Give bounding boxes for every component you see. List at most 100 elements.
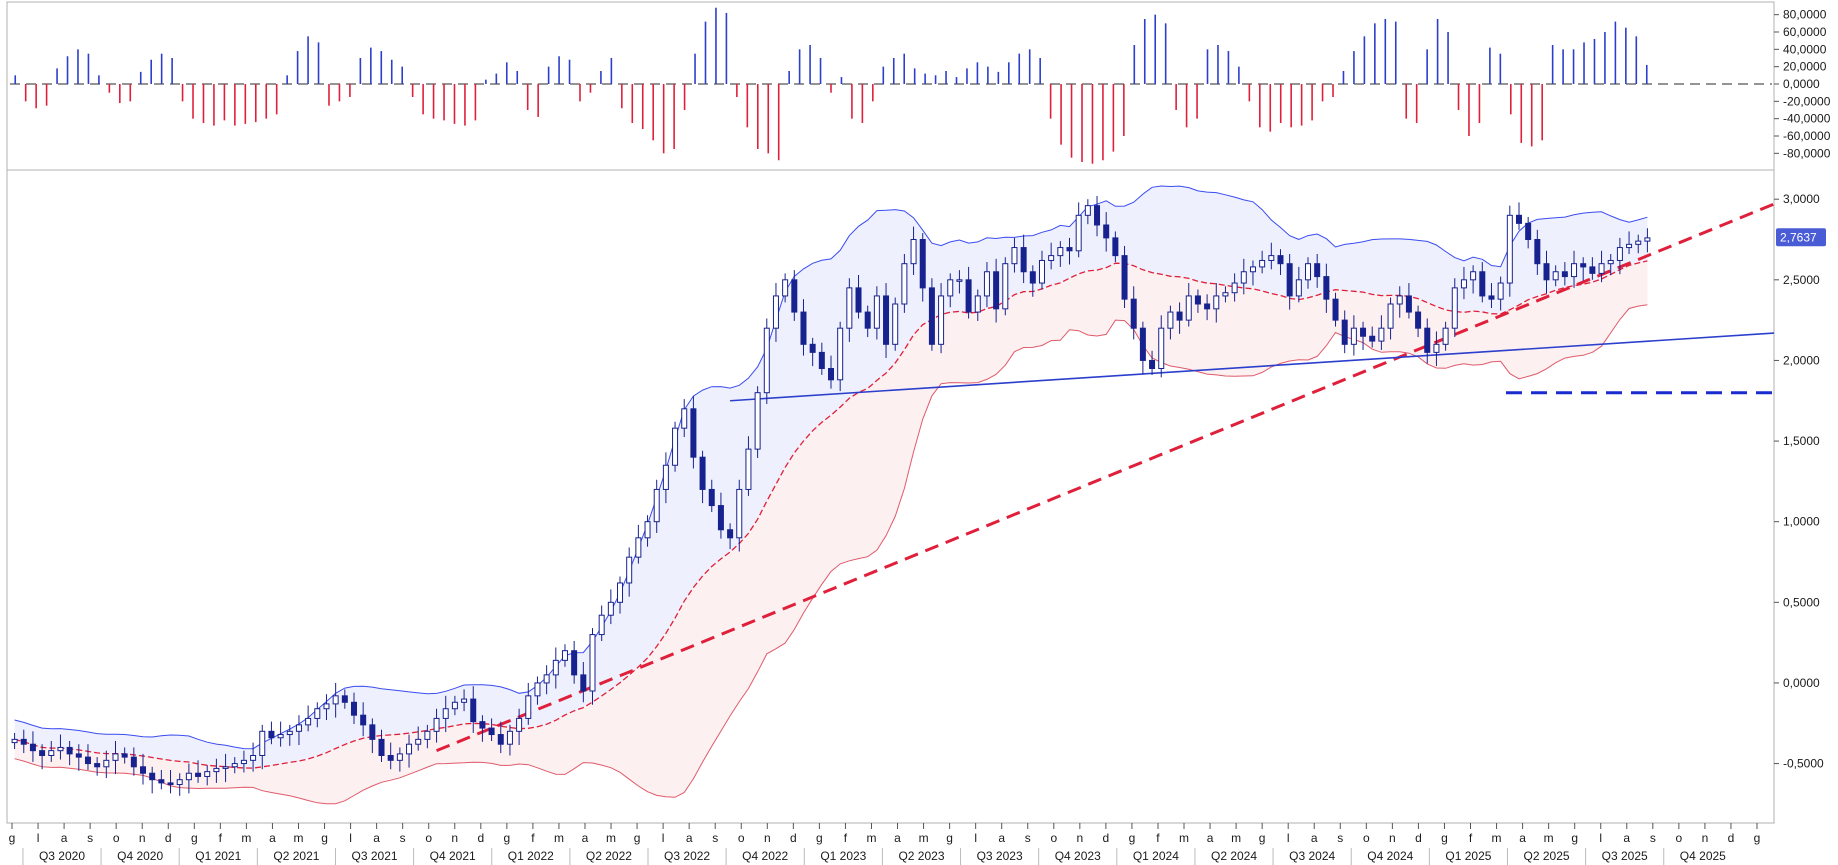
candle-body: [580, 674, 587, 692]
candle-body: [1075, 214, 1082, 252]
candle-body: [965, 279, 972, 313]
x-month-label: s: [1025, 831, 1031, 845]
candle-body: [1561, 271, 1568, 278]
candle-body: [378, 738, 385, 756]
x-month-label: f: [219, 831, 223, 845]
oscillator-y-tick-label: -20,0000: [1783, 94, 1831, 108]
candle-body: [11, 738, 18, 744]
candle-body: [396, 753, 403, 761]
candle-body: [928, 287, 935, 345]
x-month-label: g: [1129, 831, 1136, 845]
candle-body: [763, 327, 770, 394]
upper-band-line: [14, 185, 1648, 750]
blue-support-line: [730, 332, 1775, 402]
candle-body: [140, 766, 147, 774]
x-quarter-label: Q2 2022: [586, 849, 632, 863]
lower-band-line: [14, 304, 1648, 805]
x-month-label: a: [894, 831, 901, 845]
oscillator-panel: [10, 7, 1772, 164]
candle-body: [204, 771, 211, 777]
price-y-tick-label: 2,5000: [1783, 273, 1820, 287]
candle-body: [873, 295, 880, 329]
oscillator-panel-frame: [6, 1, 1775, 171]
candle-body: [552, 659, 559, 676]
x-month-label: o: [1050, 831, 1057, 845]
x-month-label: l: [662, 831, 665, 845]
candle-body: [1506, 214, 1513, 284]
candle-body: [332, 695, 339, 705]
candle-body: [121, 753, 128, 758]
candle-body: [103, 759, 110, 768]
candle-body: [488, 727, 495, 736]
candle-body: [277, 734, 284, 739]
candle-body: [653, 488, 660, 523]
candle-body: [1515, 214, 1522, 224]
candle-body: [1580, 263, 1587, 268]
candle-body: [589, 634, 596, 692]
candle-body: [1149, 359, 1156, 369]
candle-body: [1350, 327, 1357, 345]
x-month-label: n: [451, 831, 458, 845]
candle-body: [1094, 205, 1101, 226]
candle-body: [1470, 271, 1477, 281]
x-month-label: m: [866, 831, 876, 845]
candle-body: [919, 239, 926, 289]
price-y-tick-label: 0,5000: [1783, 595, 1820, 609]
candle-body: [1277, 255, 1284, 265]
candle-body: [672, 427, 679, 466]
candle-body: [1038, 259, 1045, 284]
oscillator-y-tick-label: -40,0000: [1783, 112, 1831, 126]
candle-body: [947, 279, 954, 297]
candle-body: [240, 759, 247, 765]
candle-body: [791, 279, 798, 313]
x-month-label: a: [1519, 831, 1526, 845]
x-month-label: o: [1676, 831, 1683, 845]
x-month-label: g: [1259, 831, 1266, 845]
candle-body: [525, 695, 532, 719]
candle-body: [662, 464, 669, 490]
candle-body: [993, 271, 1000, 310]
candle-body: [1240, 271, 1247, 284]
candle-body: [1396, 295, 1403, 305]
candle-body: [167, 782, 174, 786]
candle-body: [286, 730, 293, 736]
middle-band-line: [14, 260, 1648, 769]
candle-body: [451, 701, 458, 710]
x-quarter-label: Q3 2020: [39, 849, 85, 863]
candle-body: [1249, 266, 1256, 273]
x-month-label: d: [1103, 831, 1110, 845]
candle-body: [1332, 298, 1339, 321]
x-quarter-label: Q2 2023: [898, 849, 944, 863]
candle-body: [1415, 311, 1422, 329]
upper-band-fill: [14, 186, 1648, 769]
x-month-label: d: [165, 831, 172, 845]
candle-body: [1607, 259, 1614, 265]
candle-body: [717, 505, 724, 531]
candle-body: [607, 601, 614, 616]
x-month-label: g: [191, 831, 198, 845]
candle-body: [561, 650, 568, 661]
price-panel-frame: [6, 169, 1775, 824]
x-month-label: a: [373, 831, 380, 845]
x-month-label: m: [1492, 831, 1502, 845]
x-quarter-label: Q1 2025: [1445, 849, 1491, 863]
x-quarter-label: Q4 2024: [1367, 849, 1413, 863]
x-month-label: a: [1311, 831, 1318, 845]
candle-body: [1378, 327, 1385, 342]
candle-body: [736, 488, 743, 539]
candle-body: [690, 408, 697, 458]
price-y-tick-label: 0,0000: [1783, 676, 1820, 690]
price-y-tick-label: -0,5000: [1783, 757, 1824, 771]
candle-body: [433, 717, 440, 732]
candle-body: [259, 730, 266, 756]
candle-body: [1185, 295, 1192, 321]
x-month-label: s: [1650, 831, 1656, 845]
candle-body: [1589, 266, 1596, 274]
candle-body: [1598, 263, 1605, 274]
candle-body: [213, 767, 220, 773]
x-quarter-label: Q4 2023: [1055, 849, 1101, 863]
x-month-label: d: [477, 831, 484, 845]
candle-body: [828, 368, 834, 381]
candle-body: [1552, 271, 1559, 281]
